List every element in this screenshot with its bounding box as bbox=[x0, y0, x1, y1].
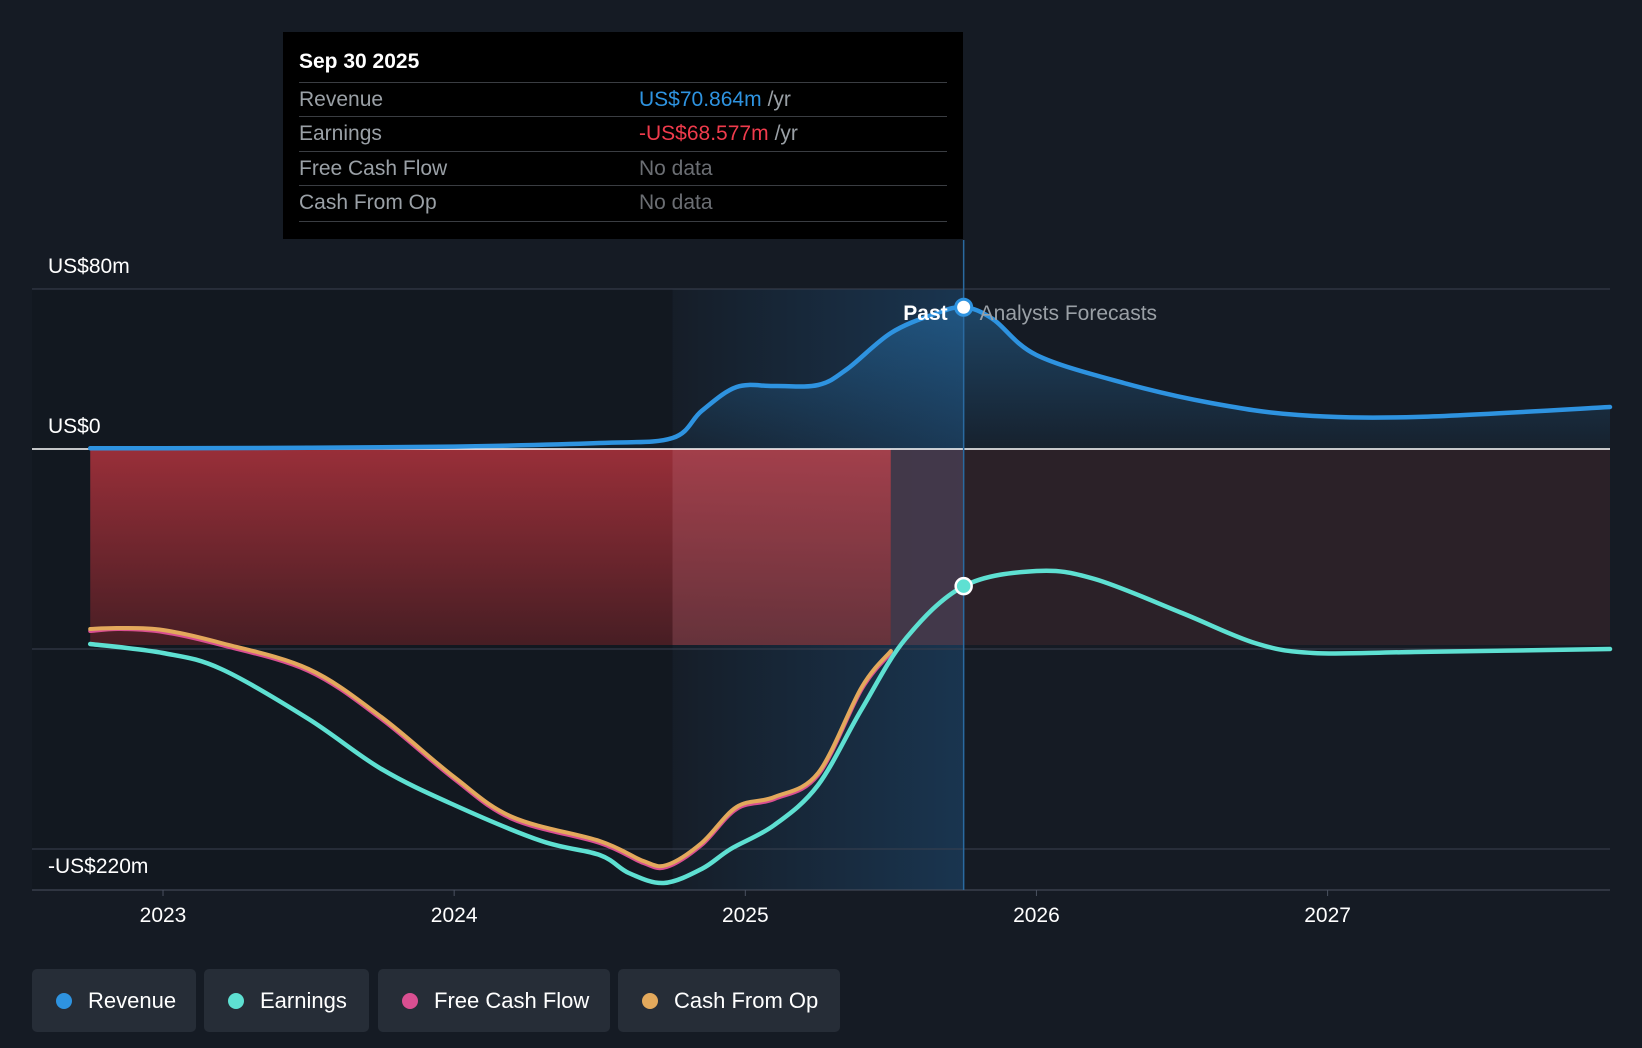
revenue-area-fill bbox=[90, 307, 1611, 449]
free-cash-flow-dot-icon bbox=[402, 993, 418, 1009]
loss-area-past bbox=[90, 449, 891, 645]
loss-area-forecast bbox=[963, 449, 1610, 645]
x-axis-label: 2027 bbox=[1304, 904, 1351, 927]
tooltip-label: Earnings bbox=[299, 122, 382, 145]
revenue-marker bbox=[954, 297, 974, 317]
legend-label: Cash From Op bbox=[674, 988, 819, 1013]
legend-label: Earnings bbox=[260, 988, 347, 1013]
earnings-line bbox=[87, 568, 1613, 886]
x-axis-label: 2024 bbox=[431, 904, 478, 927]
legend-item-earnings[interactable]: Earnings bbox=[204, 969, 369, 1032]
legend-label: Revenue bbox=[88, 988, 177, 1013]
legend-item-free-cash-flow[interactable]: Free Cash Flow bbox=[378, 969, 610, 1032]
tooltip-date: Sep 30 2025 bbox=[299, 50, 420, 73]
tooltip-label: Revenue bbox=[299, 88, 384, 111]
tooltip: Sep 30 2025 Revenue US$70.864m/yr Earnin… bbox=[283, 32, 963, 239]
revenue-dot-icon bbox=[56, 993, 72, 1009]
cash-from-op-line bbox=[88, 625, 893, 869]
x-axis-label: 2026 bbox=[1013, 904, 1060, 927]
y-axis-label: US$80m bbox=[48, 255, 130, 278]
forecast-label: Analysts Forecasts bbox=[980, 302, 1157, 325]
y-axis-label: US$0 bbox=[48, 415, 101, 438]
tooltip-value: No data bbox=[639, 157, 713, 180]
x-axis-label: 2023 bbox=[140, 904, 187, 927]
y-axis-label: -US$220m bbox=[48, 855, 148, 878]
tooltip-row-cash-from-op: Cash From Op No data bbox=[299, 185, 947, 222]
tooltip-label: Free Cash Flow bbox=[299, 157, 448, 180]
tooltip-row-free-cash-flow: Free Cash Flow No data bbox=[299, 151, 947, 186]
earnings-marker bbox=[954, 576, 973, 596]
tooltip-label: Cash From Op bbox=[299, 191, 437, 214]
legend-item-cash-from-op[interactable]: Cash From Op bbox=[618, 969, 840, 1032]
revenue-line bbox=[87, 304, 1613, 451]
legend-item-revenue[interactable]: Revenue bbox=[32, 969, 196, 1032]
tooltip-row-earnings: Earnings -US$68.577m/yr bbox=[299, 116, 947, 151]
tooltip-row-revenue: Revenue US$70.864m/yr bbox=[299, 82, 947, 117]
x-axis-label: 2025 bbox=[722, 904, 769, 927]
loss-area-highlight bbox=[672, 449, 891, 645]
cash-from-op-dot-icon bbox=[642, 993, 658, 1009]
tooltip-value: US$70.864m/yr bbox=[639, 88, 791, 111]
earnings-dot-icon bbox=[228, 993, 244, 1009]
tooltip-value: No data bbox=[639, 191, 713, 214]
tooltip-value: -US$68.577m/yr bbox=[639, 122, 798, 145]
past-label: Past bbox=[903, 302, 947, 325]
legend-label: Free Cash Flow bbox=[434, 988, 590, 1013]
